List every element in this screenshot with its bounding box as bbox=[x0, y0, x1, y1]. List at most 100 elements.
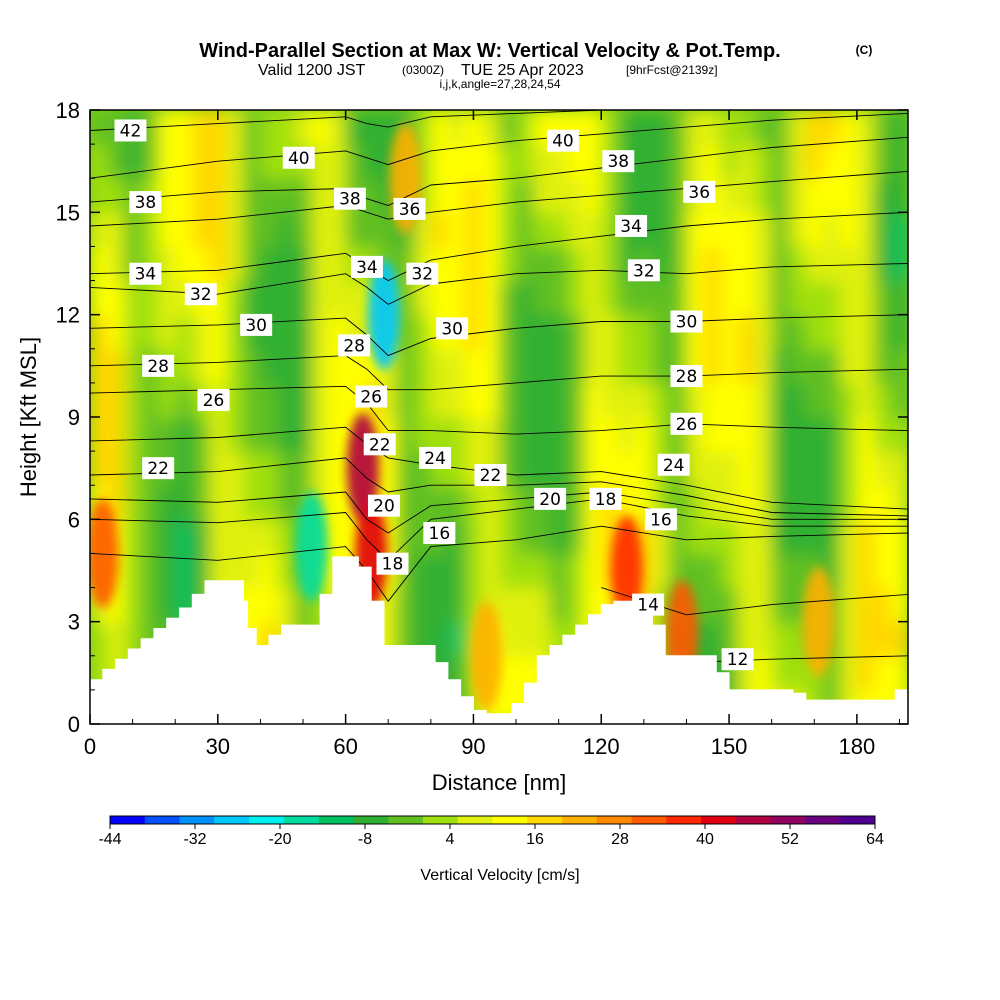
colorbar-swatch bbox=[701, 816, 737, 824]
field-cell bbox=[294, 178, 313, 214]
field-cell bbox=[175, 246, 194, 282]
field-cell bbox=[839, 655, 858, 691]
field-cell bbox=[294, 382, 313, 418]
contour-label-box bbox=[338, 334, 371, 357]
field-cell bbox=[124, 485, 143, 521]
contour-label-text: 26 bbox=[676, 415, 698, 435]
field-cell bbox=[805, 110, 824, 146]
field-cell bbox=[856, 348, 875, 384]
chart-title: Wind-Parallel Section at Max W: Vertical… bbox=[199, 40, 780, 62]
field-cell bbox=[839, 178, 858, 214]
field-cell bbox=[158, 519, 177, 555]
field-cell bbox=[601, 212, 620, 248]
field-cell bbox=[192, 144, 211, 180]
field-cell bbox=[737, 348, 756, 384]
colorbar-tick-label: -32 bbox=[183, 831, 206, 848]
field-cell bbox=[124, 553, 143, 589]
field-cell bbox=[754, 314, 773, 350]
isentrope-line bbox=[90, 525, 908, 602]
field-cell bbox=[430, 280, 449, 316]
field-cell bbox=[584, 348, 603, 384]
field-cell bbox=[396, 314, 415, 350]
field-cell bbox=[686, 144, 705, 180]
field-cell bbox=[481, 382, 500, 418]
field-cell bbox=[447, 280, 466, 316]
field-cell bbox=[481, 348, 500, 384]
contour-label-text: 20 bbox=[373, 497, 395, 517]
field-cell bbox=[839, 246, 858, 282]
field-cell bbox=[720, 451, 739, 487]
field-cell bbox=[703, 110, 722, 146]
field-cell bbox=[533, 178, 552, 214]
field-cell bbox=[481, 314, 500, 350]
field-cell bbox=[226, 485, 245, 521]
field-cell bbox=[260, 553, 279, 589]
field-cell bbox=[839, 144, 858, 180]
field-cell bbox=[771, 348, 790, 384]
field-cell bbox=[703, 212, 722, 248]
field-cell bbox=[771, 314, 790, 350]
contour-label-box bbox=[282, 146, 315, 169]
field-cell bbox=[890, 178, 908, 214]
field-cell bbox=[277, 280, 296, 316]
field-cell bbox=[873, 485, 892, 521]
contour-label: 24 bbox=[419, 446, 452, 469]
field-cell bbox=[481, 144, 500, 180]
colorbar-frame bbox=[109, 815, 876, 825]
field-cell bbox=[720, 314, 739, 350]
field-cell bbox=[481, 280, 500, 316]
contour-label-box bbox=[363, 433, 396, 456]
field-cell bbox=[464, 280, 483, 316]
field-cell bbox=[533, 553, 552, 589]
field-cell bbox=[124, 519, 143, 555]
contour-label: 28 bbox=[670, 365, 703, 388]
field-cell bbox=[686, 382, 705, 418]
field-cell bbox=[839, 485, 858, 521]
field-cell bbox=[720, 212, 739, 248]
field-cell bbox=[788, 110, 807, 146]
field-cell bbox=[873, 110, 892, 146]
field-cell bbox=[516, 144, 535, 180]
field-cell bbox=[703, 382, 722, 418]
field-cell bbox=[447, 382, 466, 418]
contour-label: 30 bbox=[436, 317, 469, 340]
field-cell bbox=[481, 246, 500, 282]
contour-label-box bbox=[615, 214, 648, 237]
contour-label-text: 22 bbox=[147, 459, 169, 479]
contour-label-text: 18 bbox=[382, 555, 404, 575]
colorbar-swatch bbox=[110, 816, 146, 824]
field-cell bbox=[652, 348, 671, 384]
field-cell bbox=[703, 451, 722, 487]
field-cell bbox=[771, 110, 790, 146]
field-cell bbox=[243, 348, 262, 384]
field-cell bbox=[856, 519, 875, 555]
field-cell bbox=[362, 110, 381, 146]
field-cell bbox=[822, 451, 841, 487]
field-cell bbox=[771, 382, 790, 418]
field-cell bbox=[260, 144, 279, 180]
field-cell bbox=[260, 485, 279, 521]
field-cell bbox=[822, 280, 841, 316]
field-cell bbox=[669, 212, 688, 248]
field-cell bbox=[209, 451, 228, 487]
field-cell bbox=[550, 246, 569, 282]
field-cell bbox=[379, 212, 398, 248]
contour-label: 40 bbox=[282, 146, 315, 169]
contour-label: 14 bbox=[632, 593, 665, 616]
field-cell bbox=[856, 178, 875, 214]
field-cell bbox=[686, 246, 705, 282]
field-cell bbox=[635, 280, 654, 316]
field-cell bbox=[277, 110, 296, 146]
colorbar-swatch bbox=[492, 816, 528, 824]
field-cell bbox=[720, 348, 739, 384]
field-cell bbox=[873, 587, 892, 623]
x-tick-label: 180 bbox=[839, 734, 876, 759]
colorbar-tick-label: -20 bbox=[268, 831, 291, 848]
contour-label: 28 bbox=[338, 334, 371, 357]
valid-prefix: Valid 1200 JST bbox=[258, 62, 366, 79]
field-cell bbox=[260, 246, 279, 282]
field-cell bbox=[192, 417, 211, 453]
field-cell bbox=[464, 110, 483, 146]
contour-label-box bbox=[644, 508, 677, 531]
field-cell bbox=[771, 178, 790, 214]
